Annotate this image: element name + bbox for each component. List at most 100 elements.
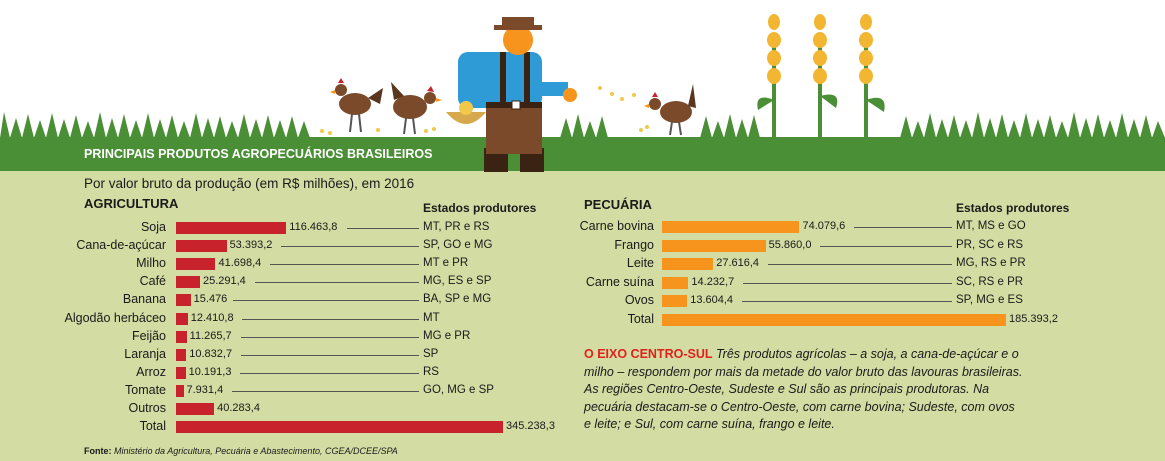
source-line: Fonte: Ministério da Agricultura, Pecuár…: [84, 446, 398, 456]
leader-line: [231, 390, 419, 392]
value-label: 74.079,6: [802, 220, 846, 232]
chart-subtitle: Por valor bruto da produção (em R$ milhõ…: [84, 176, 415, 191]
category-label: Milho: [136, 256, 166, 271]
bar: [176, 312, 188, 325]
value-label: 25.291,4: [202, 275, 246, 288]
hen-icon: [644, 84, 696, 136]
bar: [176, 366, 186, 379]
bar: [176, 294, 191, 307]
leader-line: [741, 301, 952, 303]
pec-section-title: PECUÁRIA: [584, 197, 652, 212]
value-label: 40.283,4: [217, 402, 260, 414]
value-label: 10.191,3: [188, 365, 232, 378]
chart-title: PRINCIPAIS PRODUTOS AGROPECUÁRIOS BRASIL…: [84, 147, 433, 161]
state-label: MG e PR: [423, 329, 471, 342]
value-label: 345.238,3: [506, 420, 555, 433]
value-label: 27.616,4: [716, 257, 760, 270]
leader-line: [254, 282, 419, 284]
bar: [662, 314, 1006, 326]
value-label: 15.476: [193, 293, 228, 306]
bar: [662, 258, 714, 271]
value-label: 11.265,7: [189, 329, 232, 342]
bar: [176, 384, 184, 397]
category-label: Tomate: [125, 382, 166, 397]
value-label: 41.698,4: [218, 257, 262, 270]
bar: [176, 330, 187, 343]
leader-line: [281, 246, 419, 248]
agri-states-header: Estados produtores: [423, 201, 537, 215]
bar: [176, 403, 215, 415]
state-label: SP, MG e ES: [956, 294, 1023, 307]
note-text: Três produtos agrícolas – a soja, a cana…: [584, 347, 1023, 431]
leader-line: [743, 282, 952, 284]
bar: [176, 276, 200, 289]
state-label: RS: [423, 365, 439, 378]
category-label: Banana: [122, 292, 166, 307]
bar: [176, 222, 287, 234]
leader-line: [240, 354, 419, 356]
state-label: MG, RS e PR: [956, 257, 1026, 270]
bar: [662, 221, 800, 233]
state-label: SP, GO e MG: [423, 239, 493, 252]
value-label: 7.931,4: [186, 383, 224, 396]
category-label: Soja: [140, 220, 166, 234]
agri-section-title: AGRICULTURA: [84, 196, 179, 211]
state-label: SC, RS e PR: [956, 275, 1024, 288]
state-label: MG, ES e SP: [423, 275, 492, 288]
leader-line: [241, 336, 419, 338]
farmer-icon: [446, 17, 577, 172]
value-label: 14.232,7: [691, 275, 735, 288]
category-label: Carne suína: [585, 274, 654, 289]
state-label: MT: [423, 311, 440, 324]
category-label: Algodão herbáceo: [64, 310, 166, 325]
note-lead: O EIXO CENTRO-SUL: [584, 347, 713, 361]
category-label: Ovos: [624, 293, 654, 308]
category-label: Total: [139, 419, 166, 434]
state-label: MT, PR e RS: [423, 221, 490, 233]
category-label: Café: [139, 274, 166, 289]
state-label: PR, SC e RS: [956, 238, 1024, 251]
grain-icon: [320, 86, 649, 135]
leader-line: [232, 300, 419, 302]
leader-line: [242, 318, 419, 320]
leader-line: [270, 264, 419, 266]
category-label: Frango: [614, 237, 654, 252]
state-label: MT e PR: [423, 257, 469, 270]
value-label: 10.832,7: [189, 347, 233, 360]
source-text: Ministério da Agricultura, Pecuária e Ab…: [114, 446, 398, 456]
grass-blades: [0, 112, 1165, 138]
value-label: 13.604,4: [690, 294, 734, 307]
value-label: 12.410,8: [190, 311, 234, 324]
leader-line: [240, 372, 419, 374]
bar: [662, 239, 766, 252]
category-label: Cana-de-açúcar: [76, 238, 166, 253]
value-label: 53.393,2: [229, 239, 273, 252]
note-paragraph: O EIXO CENTRO-SUL Três produtos agrícola…: [584, 346, 1024, 434]
title-band: [0, 137, 1165, 171]
leader-line: [820, 245, 952, 247]
category-label: Outros: [128, 401, 166, 415]
bar: [176, 421, 503, 434]
category-label: Leite: [626, 256, 654, 271]
state-label: BA, SP e MG: [423, 293, 492, 306]
category-label: Total: [627, 312, 654, 326]
state-label: SP: [423, 347, 439, 360]
value-label: 55.860,0: [768, 238, 812, 251]
category-label: Carne bovina: [579, 219, 654, 233]
state-label: GO, MG e SP: [423, 383, 494, 396]
category-label: Feijão: [131, 328, 166, 343]
bar: [176, 240, 227, 253]
bar: [662, 295, 688, 308]
value-label: 116.463,8: [289, 221, 338, 233]
leader-line: [854, 227, 952, 228]
bar: [176, 348, 187, 361]
value-label: 185.393,2: [1009, 313, 1058, 325]
category-label: Arroz: [136, 364, 166, 379]
rooster-icon: [391, 82, 442, 135]
state-label: MT, MS e GO: [956, 220, 1026, 232]
bar: [662, 276, 689, 289]
source-label: Fonte:: [84, 446, 112, 456]
bar: [176, 258, 216, 271]
category-label: Laranja: [124, 346, 166, 361]
